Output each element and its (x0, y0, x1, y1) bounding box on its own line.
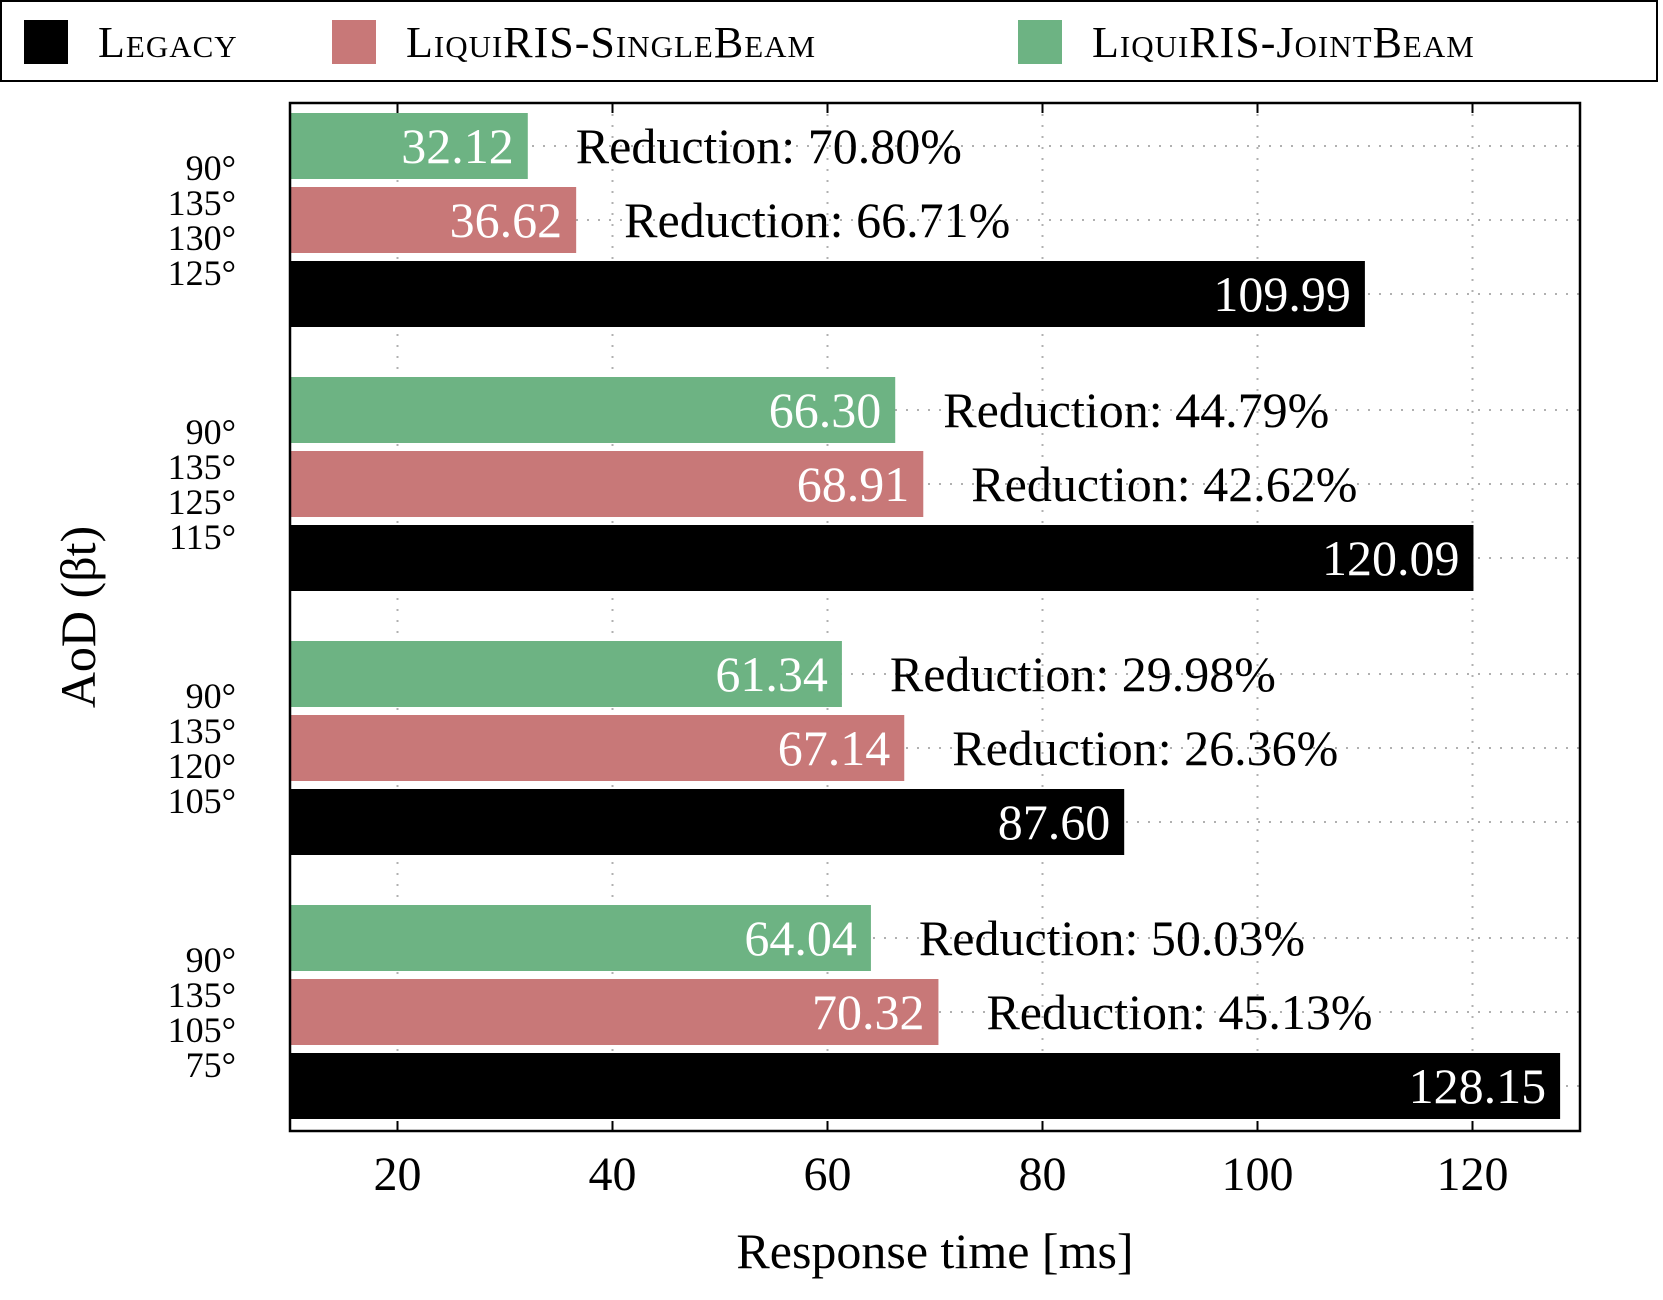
bar-liquiris-singlebeam (290, 979, 939, 1045)
bar-value-label: 61.34 (715, 646, 828, 702)
bar-value-label: 36.62 (450, 192, 563, 248)
legend-swatch-legacy (24, 20, 68, 64)
bar-liquiris-singlebeam (290, 715, 905, 781)
y-tick-label: 90° (186, 940, 236, 980)
y-axis-title: AoD (βt) (50, 526, 106, 708)
bar-legacy (290, 525, 1474, 591)
bar-value-label: 120.09 (1322, 530, 1460, 586)
bar-legacy (290, 261, 1365, 327)
reduction-annotation: Reduction: 42.62% (971, 456, 1357, 512)
bar-value-label: 87.60 (998, 794, 1111, 850)
legend-item-jointbeam: LiquiRIS-JointBeam (1018, 14, 1475, 70)
legend-swatch-jointbeam (1018, 20, 1062, 64)
bar-liquiris-jointbeam (290, 641, 842, 707)
y-tick-label: 135° (168, 183, 236, 223)
reduction-annotation: Reduction: 70.80% (576, 118, 962, 174)
bar-legacy (290, 1053, 1561, 1119)
x-tick-label: 100 (1222, 1148, 1294, 1201)
x-tick-label: 20 (374, 1148, 422, 1201)
reduction-annotation: Reduction: 66.71% (624, 192, 1010, 248)
legend-label-legacy: Legacy (98, 17, 238, 67)
legend-item-legacy: Legacy (24, 14, 238, 70)
bar-value-label: 67.14 (778, 720, 891, 776)
y-tick-label: 130° (168, 218, 236, 258)
reduction-annotation: Reduction: 44.79% (943, 382, 1329, 438)
bar-value-label: 109.99 (1213, 266, 1351, 322)
legend-label-singlebeam: LiquiRIS-SingleBeam (406, 17, 817, 67)
bar-value-label: 64.04 (744, 910, 857, 966)
reduction-annotation: Reduction: 45.13% (986, 984, 1372, 1040)
bar-liquiris-jointbeam (290, 905, 871, 971)
x-tick-label: 40 (589, 1148, 637, 1201)
y-tick-label: 75° (186, 1045, 236, 1085)
legend-label-jointbeam: LiquiRIS-JointBeam (1092, 17, 1475, 67)
x-axis-title: Response time [ms] (736, 1223, 1133, 1279)
reduction-annotation: Reduction: 29.98% (890, 646, 1276, 702)
bar-liquiris-singlebeam (290, 451, 924, 517)
bar-legacy (290, 789, 1125, 855)
bar-value-label: 32.12 (401, 118, 514, 174)
y-tick-label: 120° (168, 746, 236, 786)
y-tick-label: 125° (168, 482, 236, 522)
reduction-annotation: Reduction: 26.36% (952, 720, 1338, 776)
bar-value-label: 70.32 (812, 984, 925, 1040)
bar-value-label: 68.91 (797, 456, 910, 512)
y-tick-label: 135° (168, 447, 236, 487)
legend-item-singlebeam: LiquiRIS-SingleBeam (332, 14, 816, 70)
x-tick-label: 120 (1437, 1148, 1509, 1201)
y-tick-label: 90° (186, 676, 236, 716)
bar-liquiris-jointbeam (290, 113, 528, 179)
x-tick-label: 80 (1019, 1148, 1067, 1201)
y-tick-label: 135° (168, 975, 236, 1015)
y-tick-label: 105° (168, 1010, 236, 1050)
bar-value-label: 128.15 (1409, 1058, 1547, 1114)
y-tick-label: 90° (186, 412, 236, 452)
plot-frame (288, 101, 1582, 1133)
y-tick-label: 105° (168, 781, 236, 821)
y-tick-label: 115° (169, 517, 236, 557)
y-tick-label: 90° (186, 148, 236, 188)
bar-liquiris-jointbeam (290, 377, 896, 443)
y-tick-label: 125° (168, 253, 236, 293)
bar-value-label: 66.30 (769, 382, 882, 438)
legend-swatch-singlebeam (332, 20, 376, 64)
x-tick-label: 60 (804, 1148, 852, 1201)
y-tick-label: 135° (168, 711, 236, 751)
bar-liquiris-singlebeam (290, 187, 577, 253)
reduction-annotation: Reduction: 50.03% (919, 910, 1305, 966)
chart-legend: Legacy LiquiRIS-SingleBeam LiquiRIS-Join… (0, 0, 1658, 82)
